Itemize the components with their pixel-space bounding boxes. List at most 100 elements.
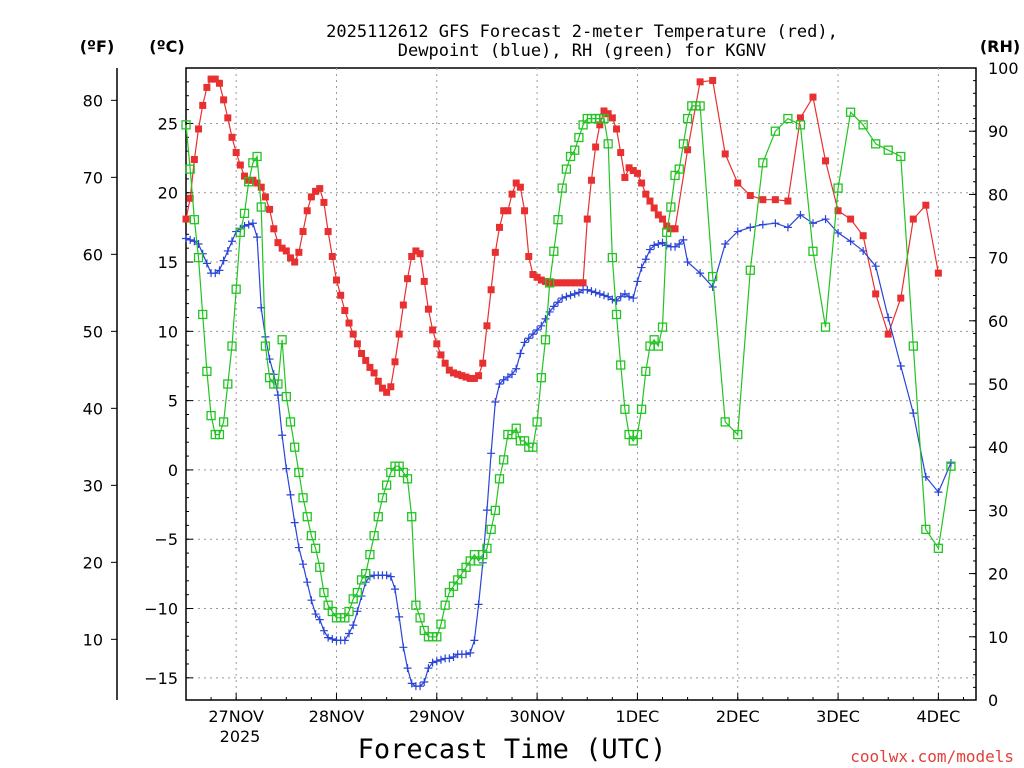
- dewpoint-point: [859, 246, 868, 255]
- dewpoint-point: [186, 235, 195, 244]
- dewpoint-point: [524, 334, 533, 343]
- 2-meter-temperature-point: [621, 173, 629, 181]
- rh-point: [365, 549, 375, 560]
- dewpoint-point: [482, 506, 491, 515]
- dewpoint-point: [328, 635, 337, 644]
- 2-meter-temperature-point: [642, 190, 650, 198]
- rh-tick-label: 70: [988, 249, 1008, 268]
- rh-point: [820, 322, 831, 332]
- dewpoint-point: [462, 650, 471, 659]
- 2-meter-temperature-point: [487, 286, 495, 294]
- celsius-unit-label: (ºC): [149, 37, 184, 56]
- 2-meter-temperature-point: [190, 155, 198, 163]
- 2-meter-temperature-point: [278, 244, 286, 252]
- dewpoint-point: [353, 607, 362, 616]
- rh-point: [795, 120, 806, 130]
- dewpoint-point: [675, 240, 684, 249]
- rh-point: [381, 480, 392, 490]
- gridlines: [186, 68, 976, 700]
- 2-meter-temperature-point: [345, 319, 353, 327]
- 2-meter-temperature-point: [479, 359, 487, 367]
- x-tick-label: 27NOV: [208, 707, 264, 726]
- rh-point: [260, 341, 271, 351]
- fahrenheit-tick-label: 70: [83, 168, 103, 187]
- 2-meter-temperature-point: [575, 279, 583, 287]
- dewpoint-point: [420, 677, 429, 686]
- dewpoint-line: [185, 214, 952, 687]
- dewpoint-point: [821, 215, 830, 224]
- rh-point: [720, 417, 730, 427]
- dewpoint-point: [574, 288, 583, 297]
- 2-meter-temperature-point: [220, 96, 228, 104]
- rh-point: [532, 417, 542, 427]
- 2-meter-temperature-point: [370, 369, 378, 377]
- 2-meter-temperature-point: [934, 269, 942, 277]
- rh-point: [545, 278, 555, 288]
- rh-point: [436, 619, 446, 629]
- rh-unit-label: (RH): [980, 37, 1020, 56]
- 2-meter-temperature-point: [349, 330, 357, 338]
- rh-point: [369, 531, 379, 541]
- dewpoint-point: [562, 292, 571, 301]
- 2-meter-temperature-point: [529, 271, 537, 279]
- celsius-tick-label: 25: [158, 114, 178, 133]
- 2-meter-temperature-point: [583, 215, 591, 223]
- rh-tick-label: 50: [988, 375, 1008, 394]
- 2-meter-temperature-point: [328, 252, 336, 260]
- 2-meter-temperature-point: [592, 143, 600, 151]
- rh-point: [189, 215, 200, 225]
- rh-point: [499, 455, 509, 465]
- 2-meter-temperature-point: [796, 114, 804, 122]
- dewpoint-point: [616, 292, 625, 301]
- 2-meter-temperature-point: [759, 196, 767, 204]
- rh-point: [536, 373, 546, 383]
- rh-point: [306, 531, 317, 541]
- x-tick-label: 28NOV: [309, 707, 365, 726]
- rh-point: [361, 568, 371, 579]
- rh-point: [641, 366, 651, 377]
- 2-meter-temperature-point: [859, 232, 867, 240]
- celsius-tick-label: 20: [158, 184, 178, 203]
- dewpoint-point: [796, 210, 805, 219]
- dewpoint-point: [407, 679, 416, 688]
- 2-meter-temperature-point: [638, 179, 646, 187]
- 2-meter-temperature-point: [650, 204, 658, 212]
- rh-point: [808, 246, 818, 256]
- rh-point: [783, 113, 793, 124]
- 2-meter-temperature-point: [282, 247, 290, 255]
- dewpoint-point: [215, 266, 224, 275]
- dewpoint-point: [194, 240, 203, 249]
- dewpoint-point: [470, 636, 479, 645]
- rh-point: [302, 512, 312, 522]
- 2-meter-temperature-point: [537, 276, 545, 284]
- dewpoint-point: [508, 370, 517, 379]
- rh-point: [185, 164, 195, 174]
- dewpoint-point: [282, 464, 291, 473]
- rh-point: [574, 132, 584, 143]
- 2-meter-temperature-point: [429, 326, 437, 334]
- 2-meter-temperature-point: [299, 228, 307, 236]
- 2-meter-temperature-point: [286, 254, 294, 262]
- 2-meter-temperature-point: [337, 291, 345, 299]
- rh-point: [377, 493, 388, 503]
- dewpoint-point: [566, 291, 575, 300]
- rh-point: [202, 366, 212, 377]
- rh-point: [511, 423, 521, 433]
- rh-point: [277, 335, 287, 345]
- dewpoint-point: [612, 296, 621, 305]
- dewpoint-point: [449, 653, 458, 662]
- rh-point: [561, 164, 572, 174]
- 2-meter-temperature-point: [274, 239, 282, 247]
- rh-point: [256, 202, 266, 212]
- dewpoint-point: [311, 610, 320, 619]
- rh-point: [896, 151, 906, 162]
- 2-meter-temperature-point: [228, 133, 236, 141]
- 2-meter-temperature-point: [182, 215, 190, 223]
- 2-meter-temperature-point: [470, 374, 478, 382]
- rh-tick-label: 30: [988, 501, 1008, 520]
- 2-meter-temperature-point: [504, 207, 512, 215]
- 2-meter-temperature-line: [185, 78, 939, 394]
- rh-point: [845, 107, 856, 117]
- dewpoint-point: [428, 658, 437, 667]
